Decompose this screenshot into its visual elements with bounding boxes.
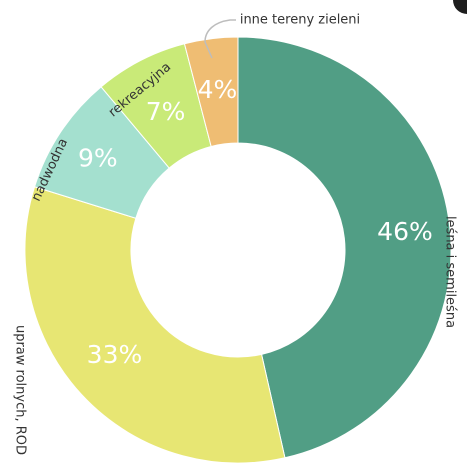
category-label-inne-tereny-zieleni: inne tereny zieleni [240,13,360,28]
percent-label-nadwodna: 9% [78,144,118,173]
slice-inne-tereny-zieleni [183,36,239,148]
slice-group [24,36,452,464]
slice-upraw-rolnych-rod [24,186,286,464]
percent-label-group: 46% 33% 9% 7% 4% [78,75,433,369]
category-label-upraw-rolnych-rod: upraw rolnych, ROD [13,325,28,455]
percent-label-lesna-i-semilesna: 46% [377,217,433,246]
percent-label-upraw-rolnych-rod: 33% [87,340,143,369]
leader-line-inne-tereny-zieleni [204,19,236,59]
percent-label-rekreacyjna: 7% [146,97,186,126]
slice-lesna-i-semilesna [237,36,452,459]
percent-label-inne-tereny-zieleni: 4% [198,75,238,104]
category-label-lesna-i-semilesna: leśna i semileśna [443,216,458,328]
